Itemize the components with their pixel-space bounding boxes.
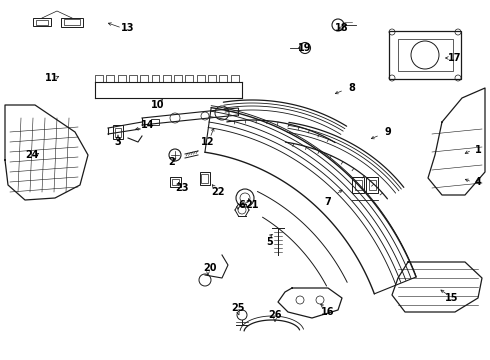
Text: 15: 15	[445, 293, 459, 303]
Text: 17: 17	[448, 53, 462, 63]
Bar	[64, 19, 80, 25]
Bar	[36, 19, 48, 24]
Text: 10: 10	[151, 100, 165, 110]
Bar	[172, 179, 178, 185]
Text: 21: 21	[245, 200, 259, 210]
Bar	[113, 125, 123, 139]
Bar	[397, 39, 452, 71]
Bar	[151, 119, 159, 125]
Bar	[170, 177, 180, 187]
Text: 9: 9	[385, 127, 392, 137]
Text: 25: 25	[231, 303, 245, 313]
Text: 13: 13	[121, 23, 135, 33]
Bar	[389, 31, 461, 79]
Text: 5: 5	[267, 237, 273, 247]
Text: 20: 20	[203, 263, 217, 273]
Text: 11: 11	[45, 73, 59, 83]
Bar	[201, 174, 209, 183]
Bar	[61, 18, 83, 27]
Bar	[33, 18, 51, 26]
Text: 24: 24	[25, 150, 39, 160]
Bar	[352, 177, 364, 193]
Text: 3: 3	[115, 137, 122, 147]
Text: 4: 4	[475, 177, 481, 187]
Text: 22: 22	[211, 187, 225, 197]
Text: 18: 18	[335, 23, 349, 33]
Bar	[200, 171, 210, 184]
Text: 1: 1	[475, 145, 481, 155]
Bar	[366, 177, 378, 193]
Bar	[354, 180, 362, 190]
Bar	[115, 127, 121, 136]
Text: 26: 26	[268, 310, 282, 320]
Text: 8: 8	[348, 83, 355, 93]
Bar	[368, 180, 375, 190]
Text: 16: 16	[321, 307, 335, 317]
Text: 14: 14	[141, 120, 155, 130]
Text: 7: 7	[324, 197, 331, 207]
Text: 23: 23	[175, 183, 189, 193]
Text: 2: 2	[169, 157, 175, 167]
Text: 19: 19	[298, 43, 312, 53]
Text: 12: 12	[201, 137, 215, 147]
Text: 6: 6	[239, 200, 245, 210]
